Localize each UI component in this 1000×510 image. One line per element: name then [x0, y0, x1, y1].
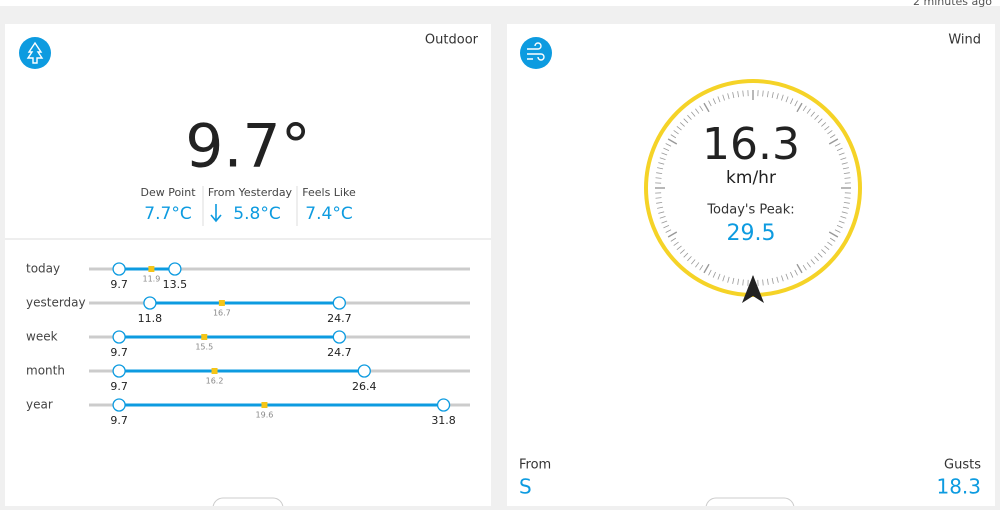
mean-label: 16.7: [213, 309, 231, 318]
mean-label: 11.9: [142, 275, 160, 284]
mean-label: 19.6: [256, 411, 274, 420]
stat-label: From Yesterday: [208, 186, 293, 199]
card-title: Wind: [948, 33, 981, 48]
peak-label: Today's Peak:: [706, 203, 794, 218]
from-value: S: [519, 475, 532, 499]
min-label: 9.7: [110, 278, 128, 291]
range-min: [144, 297, 156, 309]
max-label: 24.7: [327, 346, 352, 359]
range-label: month: [26, 364, 65, 378]
gusts-label: Gusts: [944, 458, 981, 473]
gusts-value: 18.3: [936, 475, 981, 499]
max-label: 13.5: [163, 278, 188, 291]
range-label: yesterday: [26, 296, 86, 310]
peak-value: 29.5: [727, 221, 776, 246]
range-max: [169, 263, 181, 275]
top-bar: [0, 0, 1000, 6]
mean-label: 15.5: [195, 343, 213, 352]
max-label: 31.8: [431, 414, 456, 427]
min-label: 9.7: [110, 346, 128, 359]
wind-unit: km/hr: [726, 168, 776, 188]
more-button[interactable]: [213, 498, 283, 506]
range-max: [438, 399, 450, 411]
wind-speed: 16.3: [702, 119, 800, 170]
min-label: 11.8: [138, 312, 163, 325]
more-button[interactable]: [706, 498, 794, 506]
max-label: 26.4: [352, 380, 377, 393]
range-max: [333, 331, 345, 343]
range-min: [113, 365, 125, 377]
range-label: year: [26, 398, 53, 412]
range-max: [333, 297, 345, 309]
stat-value: 7.4°C: [305, 204, 352, 224]
range-min: [113, 263, 125, 275]
temperature: 9.7°: [185, 112, 310, 182]
stat-value: 7.7°C: [144, 204, 191, 224]
range-label: today: [26, 262, 60, 276]
mean-marker: [219, 300, 225, 306]
max-label: 24.7: [327, 312, 352, 325]
outdoor-card: [5, 24, 491, 506]
card-title: Outdoor: [425, 33, 479, 48]
from-label: From: [519, 458, 551, 473]
range-label: week: [26, 330, 58, 344]
mean-marker: [261, 402, 267, 408]
range-min: [113, 331, 125, 343]
mean-marker: [212, 368, 218, 374]
range-min: [113, 399, 125, 411]
mean-marker: [201, 334, 207, 340]
min-label: 9.7: [110, 380, 128, 393]
wind-card: [507, 24, 995, 506]
updated: 2 minutes ago: [913, 0, 992, 8]
mean-label: 16.2: [206, 377, 224, 386]
min-label: 9.7: [110, 414, 128, 427]
stat-label: Feels Like: [302, 186, 356, 199]
mean-marker: [148, 266, 154, 272]
range-max: [358, 365, 370, 377]
stat-label: Dew Point: [140, 186, 196, 199]
wind-icon: [520, 37, 552, 69]
stat-value: 5.8°C: [233, 204, 280, 224]
